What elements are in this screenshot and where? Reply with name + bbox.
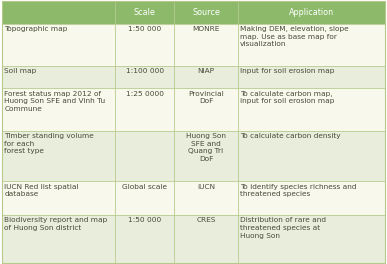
Text: IUCN: IUCN — [197, 183, 215, 190]
Bar — [174, 66, 238, 88]
Text: IUCN Red list spatial
database: IUCN Red list spatial database — [4, 183, 79, 197]
Bar — [115, 131, 174, 181]
Text: NIAP: NIAP — [197, 68, 214, 74]
Bar — [2, 215, 115, 263]
Text: To calculate carbon density: To calculate carbon density — [240, 133, 341, 139]
Bar — [115, 181, 174, 215]
Bar — [238, 215, 385, 263]
Text: Global scale: Global scale — [122, 183, 167, 190]
Text: 1:50 000: 1:50 000 — [128, 217, 161, 223]
Bar — [2, 1, 115, 24]
Bar — [174, 215, 238, 263]
Bar — [174, 24, 238, 66]
Bar — [174, 1, 238, 24]
Text: To identify species richness and
threatened species: To identify species richness and threate… — [240, 183, 356, 197]
Text: Scale: Scale — [134, 8, 156, 17]
Text: To calculate carbon map,
input for soil erosion map: To calculate carbon map, input for soil … — [240, 91, 334, 104]
Text: Making DEM, elevation, slope
map. Use as base map for
visualization: Making DEM, elevation, slope map. Use as… — [240, 26, 349, 47]
Text: Huong Son
SFE and
Quang Tri
DoF: Huong Son SFE and Quang Tri DoF — [186, 133, 226, 162]
Text: MONRE: MONRE — [192, 26, 220, 32]
Bar — [115, 88, 174, 131]
Bar — [238, 66, 385, 88]
Bar — [115, 24, 174, 66]
Text: Soil map: Soil map — [4, 68, 36, 74]
Text: 1:25 0000: 1:25 0000 — [126, 91, 164, 97]
Bar — [238, 1, 385, 24]
Text: Topographic map: Topographic map — [4, 26, 68, 32]
Text: Forest status map 2012 of
Huong Son SFE and Vinh Tu
Commune: Forest status map 2012 of Huong Son SFE … — [4, 91, 105, 112]
Text: Input for soil erosion map: Input for soil erosion map — [240, 68, 334, 74]
Text: Timber standing volume
for each
forest type: Timber standing volume for each forest t… — [4, 133, 94, 154]
Bar — [2, 181, 115, 215]
Text: Source: Source — [192, 8, 220, 17]
Bar — [2, 131, 115, 181]
Text: 1:50 000: 1:50 000 — [128, 26, 161, 32]
Bar — [2, 66, 115, 88]
Bar — [238, 181, 385, 215]
Bar — [2, 88, 115, 131]
Text: Distribution of rare and
threatened species at
Huong Son: Distribution of rare and threatened spec… — [240, 217, 326, 239]
Bar — [238, 131, 385, 181]
Bar — [115, 66, 174, 88]
Text: 1:100 000: 1:100 000 — [126, 68, 164, 74]
Text: CRES: CRES — [196, 217, 216, 223]
Bar — [2, 24, 115, 66]
Text: Application: Application — [289, 8, 334, 17]
Text: Provincial
DoF: Provincial DoF — [188, 91, 224, 104]
Bar — [238, 24, 385, 66]
Bar — [174, 131, 238, 181]
Bar — [174, 181, 238, 215]
Text: Biodiversity report and map
of Huong Son district: Biodiversity report and map of Huong Son… — [4, 217, 108, 231]
Bar — [115, 215, 174, 263]
Bar — [115, 1, 174, 24]
Bar — [238, 88, 385, 131]
Bar — [174, 88, 238, 131]
